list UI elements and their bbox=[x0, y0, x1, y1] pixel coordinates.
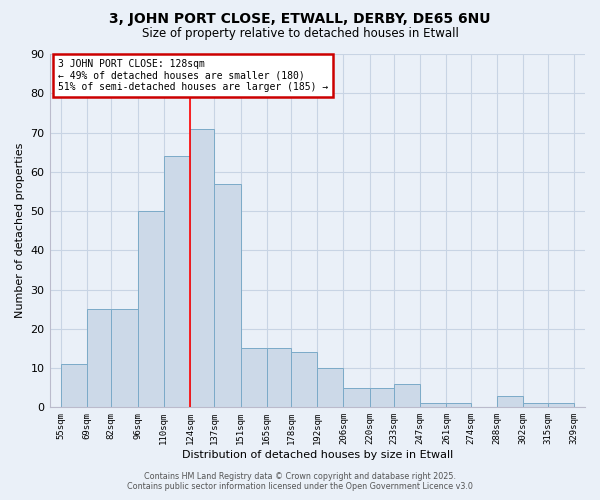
Bar bbox=[61, 364, 87, 408]
Bar bbox=[164, 156, 190, 407]
Bar bbox=[241, 348, 267, 408]
Text: Size of property relative to detached houses in Etwall: Size of property relative to detached ho… bbox=[142, 28, 458, 40]
Bar bbox=[267, 348, 291, 408]
Bar bbox=[343, 388, 370, 407]
Bar bbox=[214, 184, 241, 408]
Bar bbox=[523, 404, 548, 407]
Bar bbox=[370, 388, 394, 407]
X-axis label: Distribution of detached houses by size in Etwall: Distribution of detached houses by size … bbox=[182, 450, 453, 460]
Text: Contains HM Land Registry data © Crown copyright and database right 2025.
Contai: Contains HM Land Registry data © Crown c… bbox=[127, 472, 473, 491]
Bar bbox=[291, 352, 317, 408]
Bar bbox=[137, 211, 164, 408]
Bar bbox=[87, 309, 112, 408]
Text: 3 JOHN PORT CLOSE: 128sqm
← 49% of detached houses are smaller (180)
51% of semi: 3 JOHN PORT CLOSE: 128sqm ← 49% of detac… bbox=[58, 60, 328, 92]
Bar bbox=[317, 368, 343, 408]
Text: 3, JOHN PORT CLOSE, ETWALL, DERBY, DE65 6NU: 3, JOHN PORT CLOSE, ETWALL, DERBY, DE65 … bbox=[109, 12, 491, 26]
Bar bbox=[190, 128, 214, 407]
Bar bbox=[112, 309, 137, 408]
Bar bbox=[548, 404, 574, 407]
Bar bbox=[420, 404, 446, 407]
Bar bbox=[394, 384, 420, 407]
Bar bbox=[446, 404, 471, 407]
Bar bbox=[497, 396, 523, 407]
Y-axis label: Number of detached properties: Number of detached properties bbox=[15, 143, 25, 318]
